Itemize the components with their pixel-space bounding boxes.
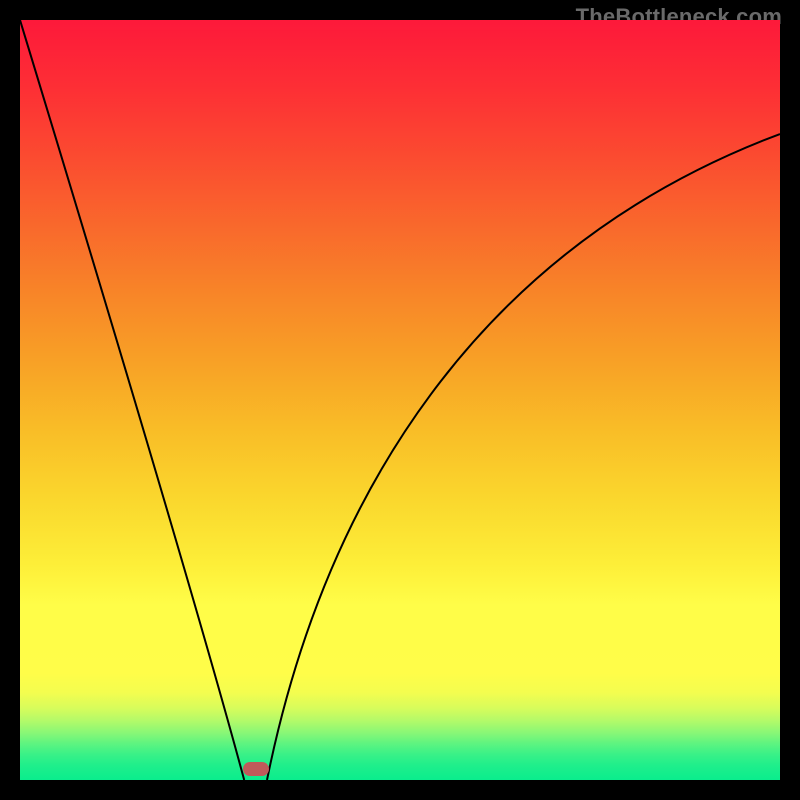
- optimum-marker: [243, 762, 269, 776]
- plot-area: [20, 20, 780, 780]
- chart-svg: [20, 20, 780, 780]
- chart-frame: TheBottleneck.com: [0, 0, 800, 800]
